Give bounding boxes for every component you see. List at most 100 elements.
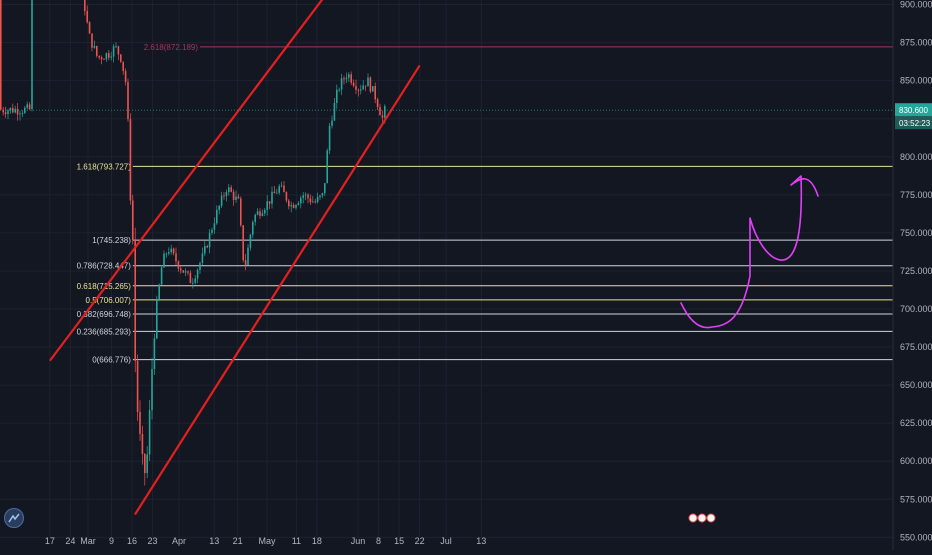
candle-body bbox=[86, 11, 88, 23]
candle-body bbox=[21, 112, 24, 114]
candle-body bbox=[288, 200, 290, 207]
trend-channel[interactable] bbox=[48, 0, 434, 516]
candle-body bbox=[206, 245, 208, 248]
event-marker-icon bbox=[697, 513, 707, 523]
candle-body bbox=[175, 253, 177, 262]
forecast-annotation[interactable] bbox=[680, 175, 819, 329]
candle-body bbox=[372, 86, 374, 92]
time-tick-label: 11 bbox=[292, 536, 301, 546]
candle-body bbox=[213, 223, 216, 230]
candle-body bbox=[0, 0, 2, 110]
candle-body bbox=[324, 183, 326, 194]
candle-body bbox=[122, 61, 124, 71]
candle-body bbox=[112, 46, 115, 57]
countdown-label: 03:52:23 bbox=[899, 119, 931, 128]
candle-body bbox=[14, 108, 16, 113]
channel-lower-line bbox=[134, 64, 421, 516]
time-tick-label: Jun bbox=[351, 536, 366, 546]
candle-body bbox=[223, 195, 225, 197]
candle-body bbox=[96, 46, 98, 56]
candle-body bbox=[141, 433, 144, 454]
candle-body bbox=[268, 201, 271, 204]
candle-body bbox=[117, 46, 120, 55]
time-tick-label: 17 bbox=[45, 536, 55, 546]
fib-extension[interactable]: 4.236(999.140)3.618(950.651)2.618(872.18… bbox=[77, 0, 893, 365]
price-tick-label: 750.000 bbox=[900, 228, 932, 238]
price-tick-label: 900.000 bbox=[900, 0, 932, 10]
candle-body bbox=[189, 272, 192, 284]
candle-body bbox=[4, 112, 7, 115]
candle-body bbox=[350, 74, 352, 83]
candle-body bbox=[148, 410, 151, 455]
candle-body bbox=[285, 192, 288, 201]
candle-body bbox=[132, 200, 134, 241]
time-tick-label: 9 bbox=[109, 536, 114, 546]
candle-body bbox=[384, 106, 386, 118]
candle-body bbox=[151, 369, 153, 411]
candle-body bbox=[163, 253, 165, 268]
time-tick-label: 23 bbox=[148, 536, 158, 546]
time-tick-label: 18 bbox=[312, 536, 322, 546]
price-tick-label: 725.000 bbox=[900, 266, 932, 276]
candle-body bbox=[28, 104, 31, 110]
price-tick-label: 800.000 bbox=[900, 152, 932, 162]
time-tick-label: 16 bbox=[127, 536, 137, 546]
candle-body bbox=[216, 209, 218, 224]
time-tick-label: 15 bbox=[394, 536, 404, 546]
time-tick-label: 21 bbox=[233, 536, 243, 546]
candle-body bbox=[168, 252, 170, 254]
candle-body bbox=[240, 198, 242, 226]
candle-body bbox=[321, 193, 324, 196]
candle-body bbox=[225, 192, 228, 197]
candle-body bbox=[115, 46, 117, 48]
candle-body bbox=[297, 203, 300, 206]
candle-body bbox=[343, 78, 345, 80]
fib-level-label: 0(666.776) bbox=[92, 356, 131, 365]
candle-body bbox=[199, 263, 201, 270]
fib-level-label: 0.382(696.748) bbox=[77, 310, 132, 319]
candle-body bbox=[357, 89, 360, 91]
candle-body bbox=[93, 46, 96, 48]
candle-body bbox=[220, 195, 223, 206]
candle-body bbox=[204, 245, 206, 254]
candle-body bbox=[88, 22, 91, 34]
candle-body bbox=[2, 109, 4, 113]
price-tick-label: 575.000 bbox=[900, 494, 932, 504]
candle-body bbox=[364, 85, 367, 87]
candle-body bbox=[307, 194, 309, 199]
forecast-path bbox=[680, 175, 819, 329]
candle-body bbox=[292, 204, 295, 208]
candle-body bbox=[182, 270, 184, 273]
candle-body bbox=[369, 77, 372, 92]
tradingview-logo-icon[interactable] bbox=[4, 508, 24, 528]
candle-body bbox=[326, 150, 328, 184]
candle-body bbox=[355, 85, 357, 90]
candle-body bbox=[98, 55, 100, 58]
candle-body bbox=[237, 196, 240, 199]
candle-body bbox=[254, 214, 256, 222]
candle-body bbox=[247, 247, 249, 266]
candle-body bbox=[26, 104, 28, 108]
candle-body bbox=[261, 213, 264, 216]
candle-body bbox=[124, 70, 127, 82]
candle-body bbox=[134, 240, 136, 361]
candle-body bbox=[156, 299, 158, 339]
candle-body bbox=[108, 53, 110, 58]
candle-body bbox=[218, 205, 220, 210]
price-tick-label: 775.000 bbox=[900, 190, 932, 200]
candle-body bbox=[273, 191, 276, 194]
candle-body bbox=[16, 108, 19, 115]
candle-body bbox=[242, 225, 244, 261]
price-tick-label: 850.000 bbox=[900, 76, 932, 86]
candle-body bbox=[84, 0, 86, 12]
candle-body bbox=[295, 205, 297, 208]
candle-body bbox=[376, 99, 379, 107]
candle-body bbox=[374, 86, 376, 100]
event-marker-icon bbox=[706, 513, 716, 523]
fib-level-label: 1.618(793.727) bbox=[77, 162, 132, 171]
candle-body bbox=[139, 411, 141, 434]
candle-body bbox=[345, 77, 348, 80]
price-tick-label: 875.000 bbox=[900, 38, 932, 48]
